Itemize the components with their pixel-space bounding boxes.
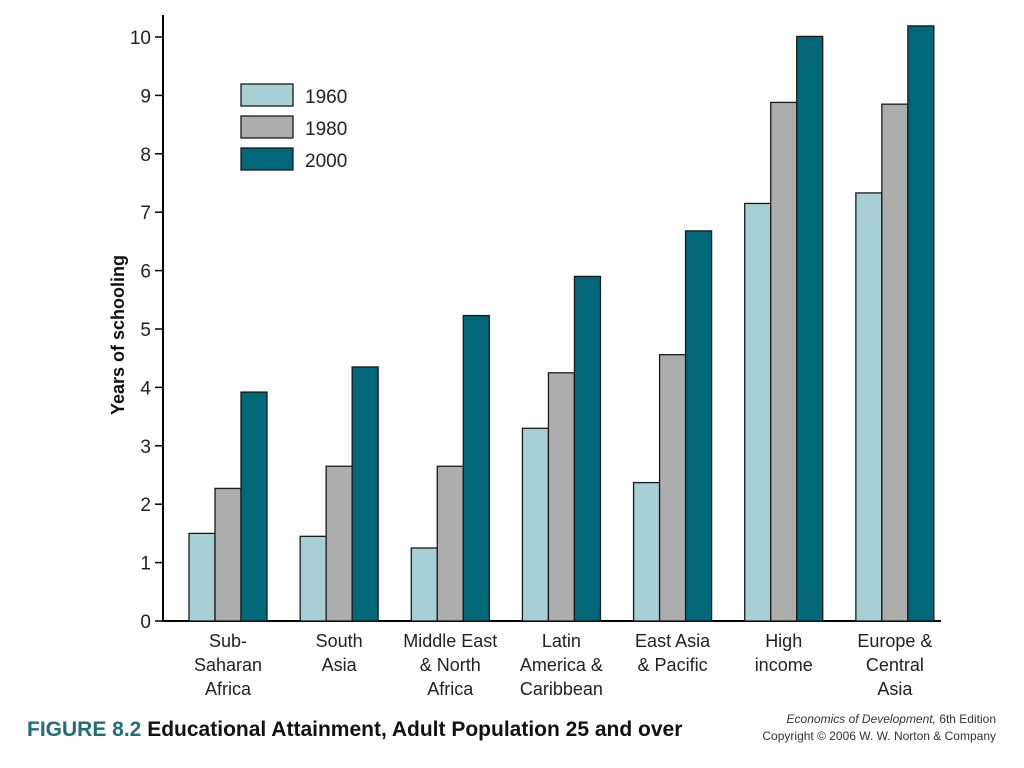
bar-1980 xyxy=(547,372,576,622)
category-label: Central xyxy=(866,655,924,675)
bar-1960 xyxy=(410,547,438,622)
category-label: Asia xyxy=(877,679,913,699)
bar-2000 xyxy=(796,35,824,622)
bar-2000 xyxy=(684,230,713,622)
edition: 6th Edition xyxy=(935,712,996,726)
y-tick-label: 0 xyxy=(140,612,151,633)
bar-1980 xyxy=(214,487,242,622)
chart-axes: 0 1 2 3 4 5 6 7 8 9 10 Sub- Saharan Africa South Asia Mi… xyxy=(130,15,941,699)
legend-label-1960: 1960 xyxy=(305,87,347,108)
y-tick-label: 4 xyxy=(140,378,151,399)
bar-2000 xyxy=(351,366,379,622)
copyright-line: Copyright © 2006 W. W. Norton & Company xyxy=(762,729,996,743)
category-label: & Pacific xyxy=(638,655,708,675)
category-label: Africa xyxy=(205,679,252,699)
category-label: Latin xyxy=(542,631,581,651)
bar-2000 xyxy=(573,275,602,622)
bar-2000 xyxy=(462,314,490,622)
bar-1960 xyxy=(744,202,772,622)
category-label: America & xyxy=(520,655,603,675)
y-tick-label: 8 xyxy=(140,145,151,166)
legend-swatch-1960 xyxy=(240,83,294,107)
legend-label-2000: 2000 xyxy=(305,151,347,172)
figure-number: FIGURE 8.2 xyxy=(27,718,142,741)
bar-1960 xyxy=(632,481,661,622)
category-label: Africa xyxy=(427,679,474,699)
category-label: East Asia xyxy=(635,631,711,651)
y-tick-label: 9 xyxy=(140,86,151,107)
y-tick-label: 1 xyxy=(140,554,151,575)
y-tick-label: 2 xyxy=(140,495,151,516)
bar-2000 xyxy=(907,25,935,622)
bar-1980 xyxy=(770,101,798,622)
bar-2000 xyxy=(240,391,268,622)
y-tick-label: 5 xyxy=(140,320,151,341)
bar-1960 xyxy=(188,532,216,622)
figure-caption: FIGURE 8.2 Educational Attainment, Adult… xyxy=(27,718,682,742)
bar-1960 xyxy=(299,535,327,622)
category-label: income xyxy=(755,655,813,675)
bar-1980 xyxy=(436,465,464,622)
category-label: High xyxy=(765,631,802,651)
chart-legend: 1960 1980 2000 xyxy=(240,83,347,172)
category-label: & North xyxy=(420,655,481,675)
category-label: Saharan xyxy=(194,655,262,675)
bar-1980 xyxy=(325,465,353,622)
y-axis-title: Years of schooling xyxy=(108,255,128,415)
category-label: Caribbean xyxy=(520,679,603,699)
y-tick-label: 3 xyxy=(140,437,151,458)
category-label: Middle East xyxy=(403,631,497,651)
bar-1980 xyxy=(881,103,909,622)
category-label: Europe & xyxy=(857,631,932,651)
bar-1980 xyxy=(658,354,687,622)
bar-1960 xyxy=(521,427,550,622)
category-label: Sub- xyxy=(209,631,247,651)
category-label: Asia xyxy=(322,655,358,675)
bar-chart: 0 1 2 3 4 5 6 7 8 9 10 Sub- Saharan Africa South Asia Mi… xyxy=(108,15,941,699)
y-tick-label: 6 xyxy=(140,262,151,283)
legend-swatch-1980 xyxy=(240,115,294,139)
bar-1960 xyxy=(855,192,883,622)
y-tick-label: 7 xyxy=(140,203,151,224)
figure-title: Educational Attainment, Adult Population… xyxy=(147,718,683,741)
chart-bars xyxy=(188,25,935,622)
category-label: South xyxy=(316,631,363,651)
book-title: Economics of Development, xyxy=(786,712,936,726)
legend-swatch-2000 xyxy=(240,147,294,171)
y-tick-label: 10 xyxy=(130,28,151,49)
legend-label-1980: 1980 xyxy=(305,119,347,140)
source-note: Economics of Development, 6th Edition Co… xyxy=(762,711,996,745)
